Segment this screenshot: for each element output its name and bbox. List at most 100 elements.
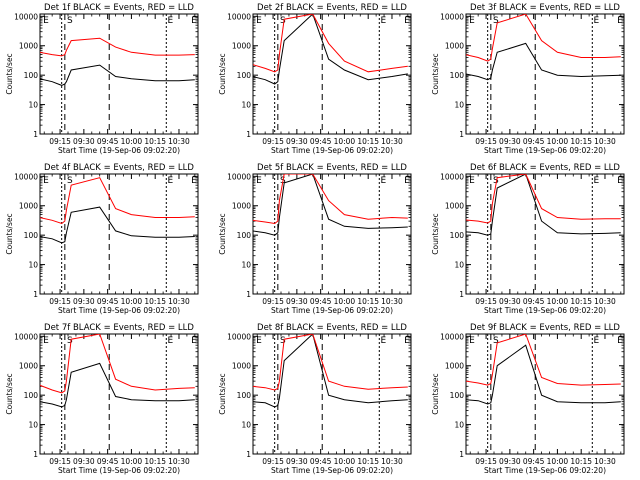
panel-title: Det 9f BLACK = Events, RED = LLD	[470, 323, 620, 333]
events-series-line	[40, 64, 195, 86]
y-axis-label: Counts/sec	[431, 53, 440, 94]
detector-panel-5: Det 5f BLACK = Events, RED = LLD 1 10 100 10…	[218, 163, 412, 315]
x-tick-label: 10:15	[357, 457, 379, 466]
x-tick-label: 09:45	[310, 297, 332, 306]
y-tick-label: 10	[241, 101, 251, 110]
x-tick-label: 09:30	[286, 457, 308, 466]
x-axis-label: Start Time (19-Sep-06 09:02:20)	[484, 146, 606, 155]
plot-frame	[252, 333, 412, 455]
interval-marker-label: E	[43, 336, 49, 346]
y-tick-label: 10000	[440, 172, 464, 181]
interval-marker-label: E	[404, 176, 410, 186]
y-tick-label: 1	[459, 290, 464, 299]
detector-panel-2: Det 2f BLACK = Events, RED = LLD 1 10 100 10…	[218, 3, 412, 155]
interval-marker-label: E	[191, 16, 197, 26]
x-tick-label: 10:00	[334, 137, 356, 146]
y-tick-label: 1	[246, 290, 251, 299]
x-tick-label: 10:00	[121, 457, 143, 466]
interval-marker-label: E	[167, 336, 173, 346]
x-tick-label: 09:30	[286, 137, 308, 146]
events-series-line	[40, 206, 195, 244]
x-tick-label: 09:15	[475, 457, 497, 466]
y-tick-label: 10000	[14, 172, 38, 181]
y-tick-label: 10	[28, 101, 38, 110]
interval-marker-label: S	[280, 16, 286, 26]
y-tick-label: 10000	[227, 332, 251, 341]
x-tick-label: 10:30	[381, 137, 403, 146]
y-tick-label: 10000	[14, 12, 38, 21]
y-tick-label: 1000	[445, 42, 464, 51]
detector-panel-4: Det 4f BLACK = Events, RED = LLD 1 10 100 10…	[5, 163, 199, 315]
plot-frame	[252, 173, 412, 295]
panel-title: Det 7f BLACK = Events, RED = LLD	[44, 323, 194, 333]
interval-marker-label: E	[404, 336, 410, 346]
x-tick-label: 10:00	[547, 137, 569, 146]
y-tick-label: 100	[24, 231, 39, 240]
x-tick-label: 09:45	[310, 457, 332, 466]
y-tick-label: 1000	[19, 202, 38, 211]
lld-series-line	[253, 14, 408, 73]
y-tick-label: 1	[459, 450, 464, 459]
x-axis-label: Start Time (19-Sep-06 09:02:20)	[484, 306, 606, 315]
x-tick-label: 09:15	[262, 297, 284, 306]
events-series-line	[466, 174, 621, 236]
y-axis-label: Counts/sec	[431, 213, 440, 254]
y-tick-label: 10000	[440, 332, 464, 341]
x-tick-label: 10:15	[357, 137, 379, 146]
interval-marker-label: S	[493, 16, 499, 26]
interval-marker-label: E	[167, 16, 173, 26]
y-axis-label: Counts/sec	[218, 373, 227, 414]
lld-series-line	[253, 334, 408, 391]
y-tick-label: 100	[24, 391, 39, 400]
x-tick-label: 10:30	[381, 297, 403, 306]
y-tick-label: 100	[450, 71, 465, 80]
y-tick-label: 100	[237, 231, 252, 240]
x-tick-label: 10:00	[334, 457, 356, 466]
events-series-line	[466, 344, 621, 405]
interval-marker-label: S	[493, 336, 499, 346]
y-tick-label: 100	[237, 71, 252, 80]
y-tick-label: 1000	[232, 202, 251, 211]
x-axis-label: Start Time (19-Sep-06 09:02:20)	[271, 306, 393, 315]
x-tick-label: 09:30	[499, 457, 521, 466]
x-tick-label: 09:45	[523, 297, 545, 306]
interval-marker-label: S	[67, 176, 73, 186]
y-axis-label: Counts/sec	[5, 213, 14, 254]
x-tick-label: 10:00	[334, 297, 356, 306]
interval-marker-label: E	[617, 176, 623, 186]
x-axis-label: Start Time (19-Sep-06 09:02:20)	[271, 466, 393, 475]
y-axis-label: Counts/sec	[5, 373, 14, 414]
x-tick-label: 09:15	[49, 137, 71, 146]
x-tick-label: 09:30	[73, 457, 95, 466]
y-tick-label: 10	[28, 261, 38, 270]
y-tick-label: 10	[28, 421, 38, 430]
x-tick-label: 10:30	[594, 297, 616, 306]
y-tick-label: 10000	[227, 12, 251, 21]
y-tick-label: 1	[246, 450, 251, 459]
x-tick-label: 09:15	[49, 457, 71, 466]
x-tick-label: 09:30	[286, 297, 308, 306]
y-axis-label: Counts/sec	[5, 53, 14, 94]
x-tick-label: 09:15	[49, 297, 71, 306]
x-tick-label: 09:30	[499, 137, 521, 146]
x-tick-label: 10:15	[570, 137, 592, 146]
interval-marker-label: E	[593, 336, 599, 346]
y-tick-label: 1	[33, 290, 38, 299]
x-tick-label: 10:30	[594, 457, 616, 466]
x-axis-label: Start Time (19-Sep-06 09:02:20)	[58, 306, 180, 315]
plot-frame	[39, 13, 199, 135]
interval-marker-label: E	[191, 176, 197, 186]
x-tick-label: 09:45	[97, 457, 119, 466]
panel-title: Det 5f BLACK = Events, RED = LLD	[257, 163, 407, 173]
lld-series-line	[466, 334, 621, 386]
x-tick-label: 09:45	[523, 137, 545, 146]
x-tick-label: 10:30	[381, 457, 403, 466]
events-series-line	[40, 362, 195, 408]
interval-marker-label: E	[469, 16, 475, 26]
detector-panel-7: Det 7f BLACK = Events, RED = LLD 1 10 100 10…	[5, 323, 199, 475]
x-tick-label: 10:15	[357, 297, 379, 306]
x-tick-label: 10:30	[168, 457, 190, 466]
y-tick-label: 10	[241, 421, 251, 430]
interval-marker-label: S	[280, 336, 286, 346]
